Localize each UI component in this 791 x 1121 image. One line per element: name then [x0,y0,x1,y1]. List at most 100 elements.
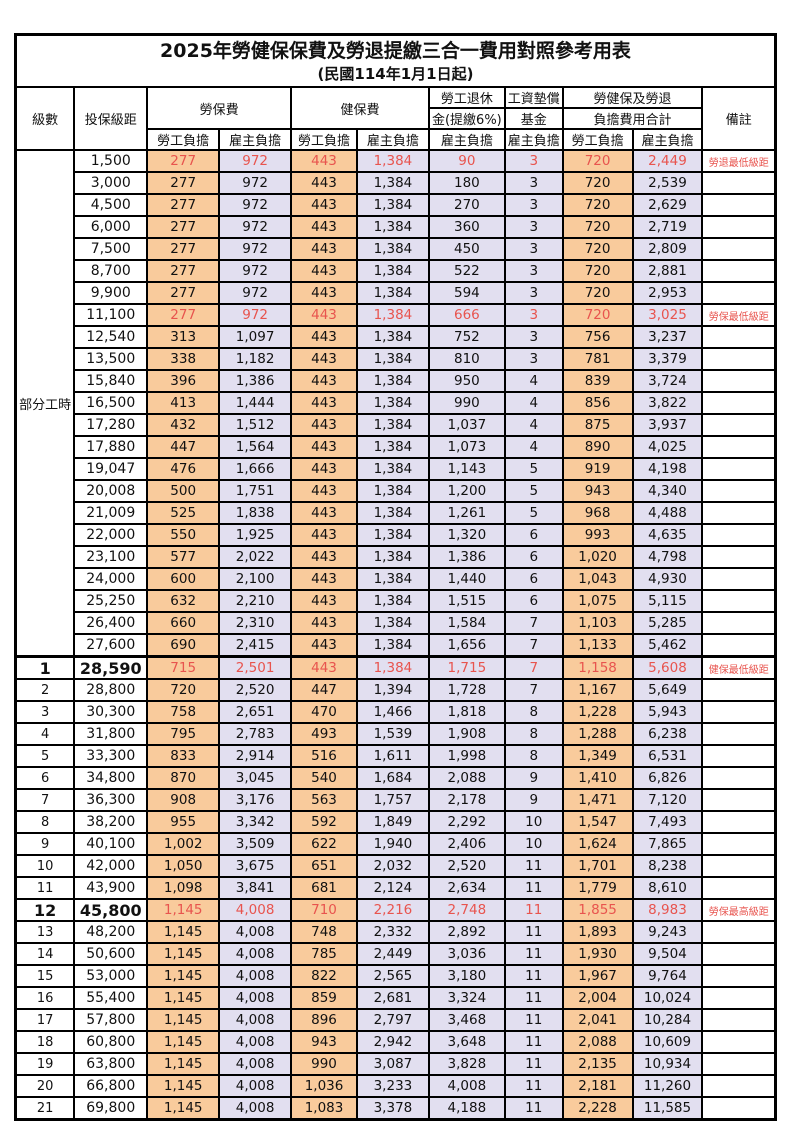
health-employer-cell: 1,384 [355,303,430,327]
pension-employer-cell: 2,406 [427,832,506,856]
remark-cell: 勞保最低級距 [701,303,777,327]
total-employee-cell: 1,075 [561,589,634,613]
health-employer-cell: 3,233 [355,1074,430,1098]
pension-employer-cell: 2,178 [427,788,506,812]
health-employer-cell: 1,940 [355,832,430,856]
bracket-cell: 43,900 [73,876,149,900]
wagefund-employer-cell: 11 [503,1030,564,1054]
level-cell: 17 [14,1008,76,1032]
labor-employer-cell: 1,925 [218,523,293,547]
health-employer-cell: 1,384 [355,611,430,635]
total-employee-cell: 1,349 [561,744,634,768]
wagefund-employer-cell: 11 [503,920,564,944]
labor-employer-cell: 3,045 [218,766,293,790]
total-employee-cell: 2,088 [561,1030,634,1054]
table-row: 21,009 525 1,838 443 1,384 1,261 5 968 4,488 [16,501,777,525]
remark-cell [701,237,777,261]
col-header-bracket: 投保級距 [73,86,149,151]
total-employee-cell: 968 [561,501,634,525]
table-row: 14 50,600 1,145 4,008 785 2,449 3,036 11 1,930 9,… [14,942,777,966]
pension-employer-cell: 1,261 [427,501,506,525]
wagefund-employer-cell: 5 [503,457,564,481]
total-employer-cell: 8,983 [631,898,704,922]
total-employer-cell: 9,243 [631,920,704,944]
wagefund-employer-cell: 3 [503,281,564,305]
table-row: 19,047 476 1,666 443 1,384 1,143 5 919 4,198 [16,457,777,481]
remark-cell: 健保最低級距 [701,655,777,680]
table-row: 13 48,200 1,145 4,008 748 2,332 2,892 11 1,893 9,… [14,920,777,944]
col-header-level: 級數 [14,86,76,151]
subheader-health-employee: 勞工負擔 [290,128,358,151]
labor-employer-cell: 972 [218,237,293,261]
health-employer-cell: 1,757 [355,788,430,812]
total-employer-cell: 4,340 [631,479,704,503]
labor-employee-cell: 396 [146,369,221,393]
health-employee-cell: 443 [290,589,358,613]
remark-cell [701,810,777,834]
remark-cell [701,171,777,195]
bracket-cell: 24,000 [73,567,149,591]
health-employee-cell: 1,083 [290,1096,358,1121]
labor-employee-cell: 277 [146,303,221,327]
labor-employee-cell: 277 [146,215,221,239]
pension-employer-cell: 90 [427,149,506,173]
health-employee-cell: 681 [290,876,358,900]
bracket-cell: 34,800 [73,766,149,790]
health-employer-cell: 1,384 [355,215,430,239]
health-employee-cell: 443 [290,193,358,217]
total-employer-cell: 3,822 [631,391,704,415]
bracket-cell: 48,200 [73,920,149,944]
health-employee-cell: 443 [290,149,358,173]
bracket-cell: 20,008 [73,479,149,503]
total-employer-cell: 4,025 [631,435,704,459]
labor-employer-cell: 1,564 [218,435,293,459]
total-employee-cell: 781 [561,347,634,371]
table-row: 7 36,300 908 3,176 563 1,757 2,178 9 1,471 7,120 [14,788,777,812]
health-employer-cell: 2,332 [355,920,430,944]
col-header-pension-line2: 金(提繳6%) [427,107,506,130]
remark-cell [701,281,777,305]
pension-employer-cell: 752 [427,325,506,349]
labor-employee-cell: 338 [146,347,221,371]
page-title: 2025年勞健保保費及勞退提繳三合一費用對照參考用表 [160,40,631,63]
labor-employer-cell: 972 [218,303,293,327]
labor-employer-cell: 3,342 [218,810,293,834]
health-employee-cell: 493 [290,722,358,746]
health-employee-cell: 540 [290,766,358,790]
pension-employer-cell: 1,908 [427,722,506,746]
labor-employer-cell: 1,444 [218,391,293,415]
health-employer-cell: 2,449 [355,942,430,966]
labor-employee-cell: 1,145 [146,986,221,1010]
level-cell: 12 [14,898,76,922]
labor-employee-cell: 690 [146,633,221,658]
bracket-cell: 7,500 [73,237,149,261]
remark-cell [701,479,777,503]
labor-employee-cell: 1,145 [146,942,221,966]
health-employee-cell: 447 [290,678,358,702]
health-employee-cell: 443 [290,413,358,437]
table-row: 11 43,900 1,098 3,841 681 2,124 2,634 11 1,779 8,… [14,876,777,900]
total-employee-cell: 1,228 [561,700,634,724]
health-employee-cell: 443 [290,501,358,525]
health-employee-cell: 443 [290,435,358,459]
bracket-cell: 45,800 [73,898,149,922]
labor-employee-cell: 1,145 [146,920,221,944]
page-subtitle: (民國114年1月1日起) [317,64,474,83]
labor-employer-cell: 972 [218,171,293,195]
total-employer-cell: 5,285 [631,611,704,635]
total-employer-cell: 2,719 [631,215,704,239]
total-employee-cell: 720 [561,149,634,173]
health-employee-cell: 896 [290,1008,358,1032]
labor-employer-cell: 2,022 [218,545,293,569]
bracket-cell: 21,009 [73,501,149,525]
health-employer-cell: 2,797 [355,1008,430,1032]
health-employee-cell: 443 [290,171,358,195]
subheader-total-employee: 勞工負擔 [561,128,634,151]
remark-cell: 勞保最高級距 [701,898,777,922]
health-employer-cell: 1,384 [355,347,430,371]
remark-cell [701,744,777,768]
bracket-cell: 12,540 [73,325,149,349]
remark-cell [701,942,777,966]
labor-employee-cell: 1,050 [146,854,221,878]
pension-employer-cell: 1,515 [427,589,506,613]
